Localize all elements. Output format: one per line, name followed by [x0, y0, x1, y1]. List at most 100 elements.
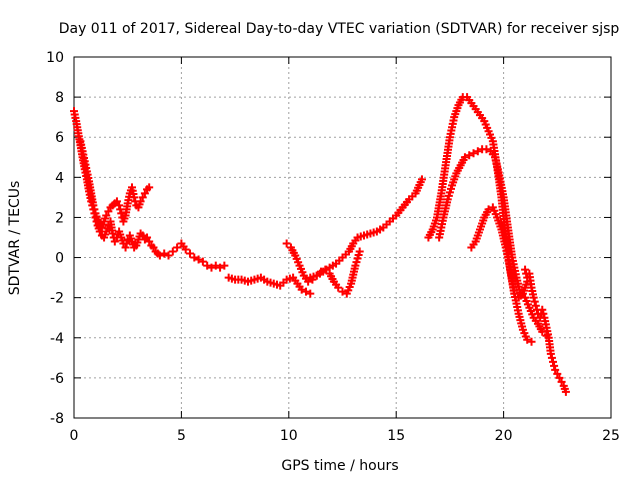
data-point — [104, 207, 113, 216]
data-point — [220, 261, 229, 270]
data-point — [306, 289, 315, 298]
data-point — [130, 193, 139, 202]
x-tick-label: 25 — [602, 428, 620, 444]
data-point — [185, 249, 194, 258]
data-point — [527, 337, 536, 346]
series-9 — [521, 265, 570, 396]
data-point — [140, 189, 149, 198]
data-point — [482, 145, 491, 154]
data-point — [460, 153, 469, 162]
data-point — [216, 263, 225, 272]
x-tick-label: 15 — [387, 428, 405, 444]
data-point — [138, 231, 147, 240]
data-point — [117, 209, 126, 218]
data-point — [90, 205, 99, 214]
data-point — [173, 243, 182, 252]
x-tick-label: 20 — [495, 428, 513, 444]
data-point — [94, 219, 103, 228]
y-tick-label: -6 — [50, 371, 64, 387]
data-point — [110, 237, 119, 246]
y-tick-label: -4 — [50, 331, 64, 347]
data-point — [551, 365, 560, 374]
data-point — [89, 201, 98, 210]
data-point — [530, 297, 539, 306]
data-point — [207, 263, 216, 272]
data-point — [549, 357, 558, 366]
y-tick-label: 4 — [55, 170, 64, 186]
data-point — [529, 293, 538, 302]
data-point — [547, 353, 556, 362]
series-5 — [306, 175, 426, 282]
data-point — [516, 291, 525, 300]
data-point — [297, 285, 306, 294]
data-point — [138, 193, 147, 202]
data-point — [136, 197, 145, 206]
x-tick-label: 10 — [280, 428, 298, 444]
data-point — [555, 373, 564, 382]
chart-title: Day 011 of 2017, Sidereal Day-to-day VTE… — [59, 21, 620, 37]
axes — [73, 56, 612, 419]
data-point — [465, 151, 474, 160]
data-point — [145, 183, 154, 192]
data-point — [181, 245, 190, 254]
tick-labels: 0 5 10 15 20 25 -8 -6 -4 -2 0 2 4 6 8 10 — [46, 50, 620, 444]
series-2 — [76, 137, 229, 272]
series-8 — [467, 203, 536, 346]
data-point — [102, 211, 111, 220]
data-point — [531, 301, 540, 310]
x-axis-title: GPS time / hours — [281, 458, 398, 474]
plot-frame — [73, 56, 612, 419]
data-point — [122, 239, 131, 248]
data-point — [211, 261, 220, 270]
data-point — [198, 257, 207, 266]
data-point — [282, 239, 291, 248]
y-tick-label: 10 — [46, 50, 64, 66]
data-point — [538, 305, 547, 314]
data-point — [203, 261, 212, 270]
data-point — [484, 205, 493, 214]
data-point — [550, 361, 559, 370]
x-tick-label: 0 — [70, 428, 79, 444]
y-axis-title: SDTVAR / TECUs — [7, 181, 23, 296]
data-point — [155, 251, 164, 260]
data-point — [553, 369, 562, 378]
data-point — [469, 149, 478, 158]
data-point — [521, 265, 530, 274]
data-point — [108, 229, 117, 238]
data-point — [143, 233, 152, 242]
data-point — [523, 335, 532, 344]
data-point — [417, 175, 426, 184]
data-point — [304, 277, 313, 286]
tick-marks — [73, 56, 612, 419]
y-tick-label: 8 — [55, 90, 64, 106]
data-point — [473, 147, 482, 156]
data-point — [539, 309, 548, 318]
data-point — [334, 283, 343, 292]
data-point — [93, 215, 102, 224]
data-point — [149, 243, 158, 252]
data-point — [95, 223, 104, 232]
data-point — [121, 243, 130, 252]
data-point — [145, 237, 154, 246]
series-4 — [282, 239, 364, 298]
data-point — [557, 377, 566, 386]
y-tick-label: -2 — [50, 291, 64, 307]
data-series — [70, 93, 570, 396]
data-point — [194, 255, 203, 264]
data-point — [115, 201, 124, 210]
data-point — [168, 247, 177, 256]
y-tick-label: 2 — [55, 210, 64, 226]
y-tick-label: 0 — [55, 251, 64, 267]
data-point — [112, 197, 121, 206]
data-point — [338, 287, 347, 296]
x-tick-label: 5 — [177, 428, 186, 444]
y-tick-label: -8 — [50, 411, 64, 427]
data-point — [190, 253, 199, 262]
data-point — [546, 349, 555, 358]
data-point — [355, 247, 364, 256]
data-point — [164, 251, 173, 260]
grid-lines — [74, 57, 611, 418]
data-point — [160, 249, 169, 258]
series-1 — [70, 107, 154, 236]
